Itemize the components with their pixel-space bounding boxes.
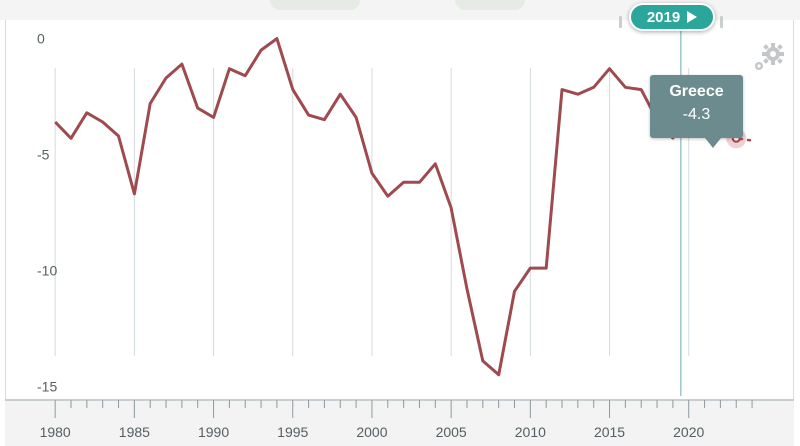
tooltip-value: -4.3: [682, 106, 711, 123]
data-tooltip: Greece -4.3: [650, 75, 743, 148]
x-tick-label-2000: 2000: [356, 424, 387, 440]
x-tick-label-1985: 1985: [119, 424, 150, 440]
y-tick-label--10: -10: [37, 262, 57, 278]
x-tick-label-2005: 2005: [436, 424, 467, 440]
y-tick-label--5: -5: [37, 147, 50, 163]
x-tick-label-1980: 1980: [40, 424, 71, 440]
x-tick-label-2020: 2020: [673, 424, 704, 440]
play-icon[interactable]: [687, 11, 698, 23]
year-selector-button[interactable]: 2019: [629, 3, 715, 31]
y-tick-label--15: -15: [37, 378, 57, 394]
x-tick-label-1995: 1995: [277, 424, 308, 440]
year-slider-grip-right[interactable]: [720, 16, 723, 28]
selected-year-label: 2019: [646, 8, 681, 26]
gear-icon[interactable]: [752, 42, 786, 74]
x-axis-band: [5, 400, 794, 446]
x-tick-label-2010: 2010: [515, 424, 546, 440]
tooltip-country: Greece: [669, 83, 724, 100]
chart-frame: [5, 20, 794, 400]
year-slider-grip-left[interactable]: [619, 16, 622, 28]
series-line-greece: [54, 37, 675, 377]
y-tick-label-0: 0: [37, 31, 45, 47]
top-strip: [0, 0, 800, 20]
x-tick-label-2015: 2015: [594, 424, 625, 440]
x-tick-label-1990: 1990: [198, 424, 229, 440]
